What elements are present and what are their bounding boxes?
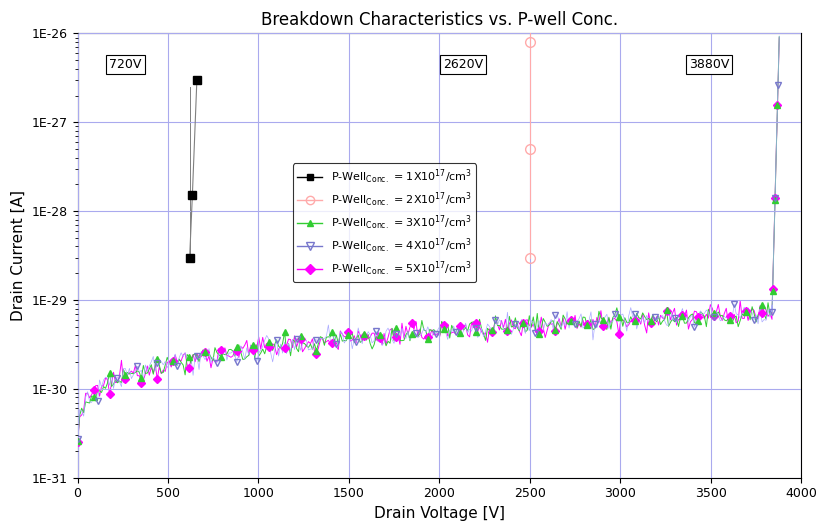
Title: Breakdown Characteristics vs. P-well Conc.: Breakdown Characteristics vs. P-well Con…: [261, 11, 617, 29]
Text: 720V: 720V: [109, 58, 141, 71]
Text: 2620V: 2620V: [442, 58, 482, 71]
Text: 3880V: 3880V: [688, 58, 729, 71]
Legend: P-Well$_{\mathregular{Conc.}}$ = 1X10$^{17}$/cm$^3$, P-Well$_{\mathregular{Conc.: P-Well$_{\mathregular{Conc.}}$ = 1X10$^{…: [293, 163, 476, 282]
X-axis label: Drain Voltage [V]: Drain Voltage [V]: [373, 506, 504, 521]
Y-axis label: Drain Current [A]: Drain Current [A]: [11, 190, 26, 321]
